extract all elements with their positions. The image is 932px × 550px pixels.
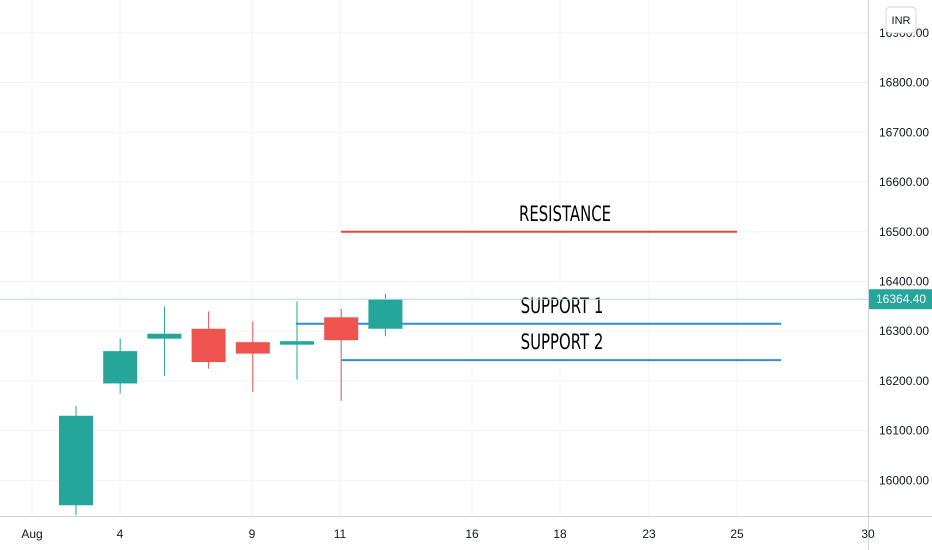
currency-badge[interactable]: INR bbox=[885, 6, 917, 34]
price-tick-label: 16500.00 bbox=[879, 225, 929, 239]
time-tick-label: 16 bbox=[465, 527, 479, 541]
price-tick-label: 16300.00 bbox=[879, 324, 929, 338]
time-tick-label: 9 bbox=[249, 527, 256, 541]
candle-body bbox=[368, 299, 403, 329]
grid-lines bbox=[0, 0, 869, 516]
candles bbox=[59, 293, 403, 516]
currency-badge-bg bbox=[885, 6, 917, 34]
time-axis[interactable]: Aug 4 9 11 16 18 23 25 30 bbox=[0, 516, 932, 542]
candle-body bbox=[147, 333, 182, 339]
annotation-label: RESISTANCE bbox=[519, 202, 611, 226]
time-tick-label: 25 bbox=[730, 527, 744, 541]
annotation-label: SUPPORT 1 bbox=[521, 294, 604, 318]
time-tick-label: 4 bbox=[117, 527, 124, 541]
price-tick-label: 16000.00 bbox=[879, 473, 929, 487]
price-tick-label: 16800.00 bbox=[879, 76, 929, 90]
last-price-label: 16364.40 bbox=[876, 292, 926, 306]
time-tick-label: 18 bbox=[553, 527, 567, 541]
last-price-badge-bg bbox=[869, 289, 932, 310]
annotation-lines: RESISTANCE SUPPORT 1 SUPPORT 2 bbox=[296, 202, 781, 362]
time-tick-label: 11 bbox=[334, 527, 347, 541]
candle-body bbox=[191, 328, 226, 363]
price-tick-label: 16700.00 bbox=[879, 125, 929, 139]
candle-body bbox=[324, 317, 359, 341]
last-price-badge: 16364.40 bbox=[869, 289, 932, 310]
price-tick-label: 16100.00 bbox=[879, 424, 929, 438]
annotation-label: SUPPORT 2 bbox=[521, 330, 604, 354]
candle-body bbox=[280, 341, 314, 345]
price-axis[interactable]: 16000.00 16100.00 16200.00 16300.00 16400.00… bbox=[868, 0, 930, 550]
candle-body bbox=[103, 351, 138, 384]
price-tick-label: 16400.00 bbox=[879, 275, 929, 289]
time-tick-label: 23 bbox=[642, 527, 656, 541]
time-tick-label: 30 bbox=[861, 527, 875, 541]
price-tick-label: 16600.00 bbox=[879, 175, 929, 189]
price-tick-label: 16200.00 bbox=[879, 374, 929, 388]
candle-body bbox=[59, 415, 93, 506]
candle-body bbox=[235, 342, 270, 354]
time-tick-label: Aug bbox=[21, 527, 42, 541]
currency-label: INR bbox=[892, 15, 911, 27]
